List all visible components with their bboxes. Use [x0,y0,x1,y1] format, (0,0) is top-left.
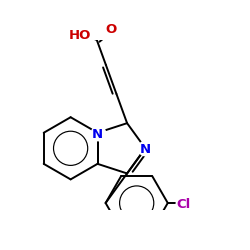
Text: N: N [92,128,103,141]
Text: O: O [105,23,117,36]
Text: N: N [140,143,151,156]
Text: HO: HO [68,29,91,42]
Text: Cl: Cl [176,198,190,211]
